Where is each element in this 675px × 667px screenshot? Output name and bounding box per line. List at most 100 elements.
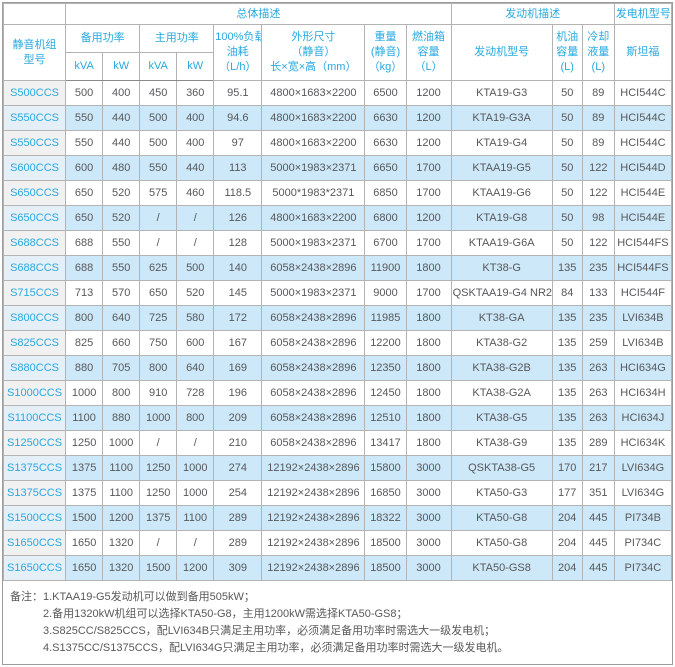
data-cell: 351 bbox=[581, 480, 615, 506]
data-cell: 550 bbox=[102, 255, 141, 281]
data-cell: 217 bbox=[581, 455, 615, 481]
table-row: S1250CCS 1250 1000//210 6058×2438×2896 13417… bbox=[3, 430, 672, 456]
data-cell: KTA50-GS8 bbox=[450, 555, 553, 581]
data-cell: 5000×1983×2371 bbox=[261, 230, 366, 256]
data-cell: 705 bbox=[102, 355, 141, 381]
data-cell: 18500 bbox=[364, 555, 407, 581]
data-cell: 12192×2438×2896 bbox=[261, 555, 366, 581]
data-cell: 140 bbox=[213, 255, 263, 281]
data-cell: 1100 bbox=[176, 505, 215, 531]
data-cell: HCI544E bbox=[613, 180, 672, 206]
data-cell: / bbox=[139, 430, 178, 456]
model-cell: S880CCS bbox=[3, 355, 67, 381]
data-cell: 1200 bbox=[405, 130, 452, 156]
table-row: S500CCS 500 400 450 360 95.1 4800×1683×2200 650… bbox=[3, 80, 672, 106]
data-cell: 400 bbox=[176, 130, 215, 156]
data-cell: 97 bbox=[213, 130, 263, 156]
data-cell: 135 bbox=[551, 305, 583, 331]
data-cell: 1800 bbox=[405, 305, 452, 331]
data-cell: 50 bbox=[551, 155, 583, 181]
data-cell: 1700 bbox=[405, 280, 452, 306]
data-cell: 750 bbox=[139, 330, 178, 356]
data-cell: 1700 bbox=[405, 155, 452, 181]
table-row: S600CCS 600 480 550 440 113 5000×1983×2371 6650… bbox=[3, 155, 672, 181]
data-cell: 550 bbox=[65, 105, 104, 131]
data-cell: HCI544FS bbox=[613, 255, 672, 281]
data-cell: 128 bbox=[213, 230, 263, 256]
data-cell: HCI544D bbox=[613, 155, 672, 181]
data-cell: 1100 bbox=[65, 405, 104, 431]
model-cell: S688CCS bbox=[3, 255, 67, 281]
data-cell: 800 bbox=[102, 380, 141, 406]
data-cell: 500 bbox=[65, 80, 104, 106]
data-cell: KTA38-G2 bbox=[450, 330, 553, 356]
data-cell: 95.1 bbox=[213, 80, 263, 106]
data-cell: 600 bbox=[176, 330, 215, 356]
data-cell: 6058×2438×2896 bbox=[261, 430, 366, 456]
data-cell: 274 bbox=[213, 455, 263, 481]
data-cell: 113 bbox=[213, 155, 263, 181]
col-header-prime-power: 主用功率 bbox=[139, 24, 215, 53]
data-cell: 3000 bbox=[405, 505, 452, 531]
data-cell: 1800 bbox=[405, 330, 452, 356]
data-cell: LVI634G bbox=[613, 480, 672, 506]
unit-header-row: kVA kW kVA kW bbox=[4, 52, 672, 81]
data-cell: QSKTA38-G5 bbox=[450, 455, 553, 481]
data-cell: 6650 bbox=[364, 155, 407, 181]
model-cell: S1650CCS bbox=[3, 555, 67, 581]
data-cell: KTA19-G4 bbox=[450, 130, 553, 156]
data-cell: 1700 bbox=[405, 180, 452, 206]
col-header-fuel-tank: 燃油箱 容量 （L） bbox=[405, 24, 452, 81]
data-cell: 1200 bbox=[405, 205, 452, 231]
data-cell: 400 bbox=[102, 80, 141, 106]
data-cell: KTA38-G9 bbox=[450, 430, 553, 456]
data-cell: 50 bbox=[551, 180, 583, 206]
data-cell: 445 bbox=[581, 505, 615, 531]
data-cell: KTAA19-G6A bbox=[450, 230, 553, 256]
table-row: S650CCS 650 520//126 4800×1683×2200 6800 1200… bbox=[3, 205, 672, 231]
data-cell: 713 bbox=[65, 280, 104, 306]
data-cell: KTAA19-G6 bbox=[450, 180, 553, 206]
data-cell: 177 bbox=[551, 480, 583, 506]
data-cell: 500 bbox=[139, 130, 178, 156]
data-cell: HCI634J bbox=[613, 405, 672, 431]
data-cell: KT38-G bbox=[450, 255, 553, 281]
data-cell: 3000 bbox=[405, 555, 452, 581]
data-cell: 600 bbox=[65, 155, 104, 181]
data-cell: 3000 bbox=[405, 480, 452, 506]
data-cell: 640 bbox=[176, 355, 215, 381]
data-cell: 209 bbox=[213, 405, 263, 431]
table-row: S1650CCS 1650 1320 1500 1200 309 12192×2438×28… bbox=[3, 555, 672, 581]
data-cell: 1100 bbox=[102, 455, 141, 481]
data-cell: 1250 bbox=[139, 455, 178, 481]
data-cell: 1250 bbox=[139, 480, 178, 506]
data-cell: 16850 bbox=[364, 480, 407, 506]
data-cell: 118.5 bbox=[213, 180, 263, 206]
table-row: S800CCS 800 640 725 580 172 6058×2438×2896 1198… bbox=[3, 305, 672, 331]
data-cell: 360 bbox=[176, 80, 215, 106]
data-cell: HCI544F bbox=[613, 280, 672, 306]
data-cell: 910 bbox=[139, 380, 178, 406]
model-cell: S1650CCS bbox=[3, 530, 67, 556]
col-header-fuel-consumption: 100%负载 油耗 （L/h） bbox=[213, 24, 263, 81]
data-cell: 1000 bbox=[139, 405, 178, 431]
table-row: S1375CCS 1375 1100 1250 1000 274 12192×2438×28… bbox=[3, 455, 672, 481]
data-cell: 84 bbox=[551, 280, 583, 306]
data-cell: KTAA19-G5 bbox=[450, 155, 553, 181]
data-cell: 3000 bbox=[405, 530, 452, 556]
table-header: 总体描述 发动机描述 发电机型号 静音机组 型号 备用功率 主用功率 100%负… bbox=[3, 3, 672, 81]
note-item: 4.S1375CC/S1375CCS，配LVI634G只满足主用功率，必须满足备… bbox=[43, 642, 509, 654]
data-cell: 89 bbox=[581, 130, 615, 156]
data-cell: 688 bbox=[65, 230, 104, 256]
data-cell: 1000 bbox=[176, 480, 215, 506]
footnotes: 备注： 1.KTAA19-G5发动机可以做到备用505kW； 2.备用1320k… bbox=[3, 581, 672, 657]
data-cell: 445 bbox=[581, 555, 615, 581]
data-cell: 12510 bbox=[364, 405, 407, 431]
table-row: S550CCS 550 440 500 400 97 4800×1683×2200 6630 1… bbox=[3, 130, 672, 156]
data-cell: 12200 bbox=[364, 330, 407, 356]
model-cell: S800CCS bbox=[3, 305, 67, 331]
table-row: S825CCS 825 660 750 600 167 6058×2438×2896 1220… bbox=[3, 330, 672, 356]
data-cell: 89 bbox=[581, 80, 615, 106]
table-row: S1100CCS 1100 880 1000 800 209 6058×2438×2896 1… bbox=[3, 405, 672, 431]
data-cell: 122 bbox=[581, 155, 615, 181]
